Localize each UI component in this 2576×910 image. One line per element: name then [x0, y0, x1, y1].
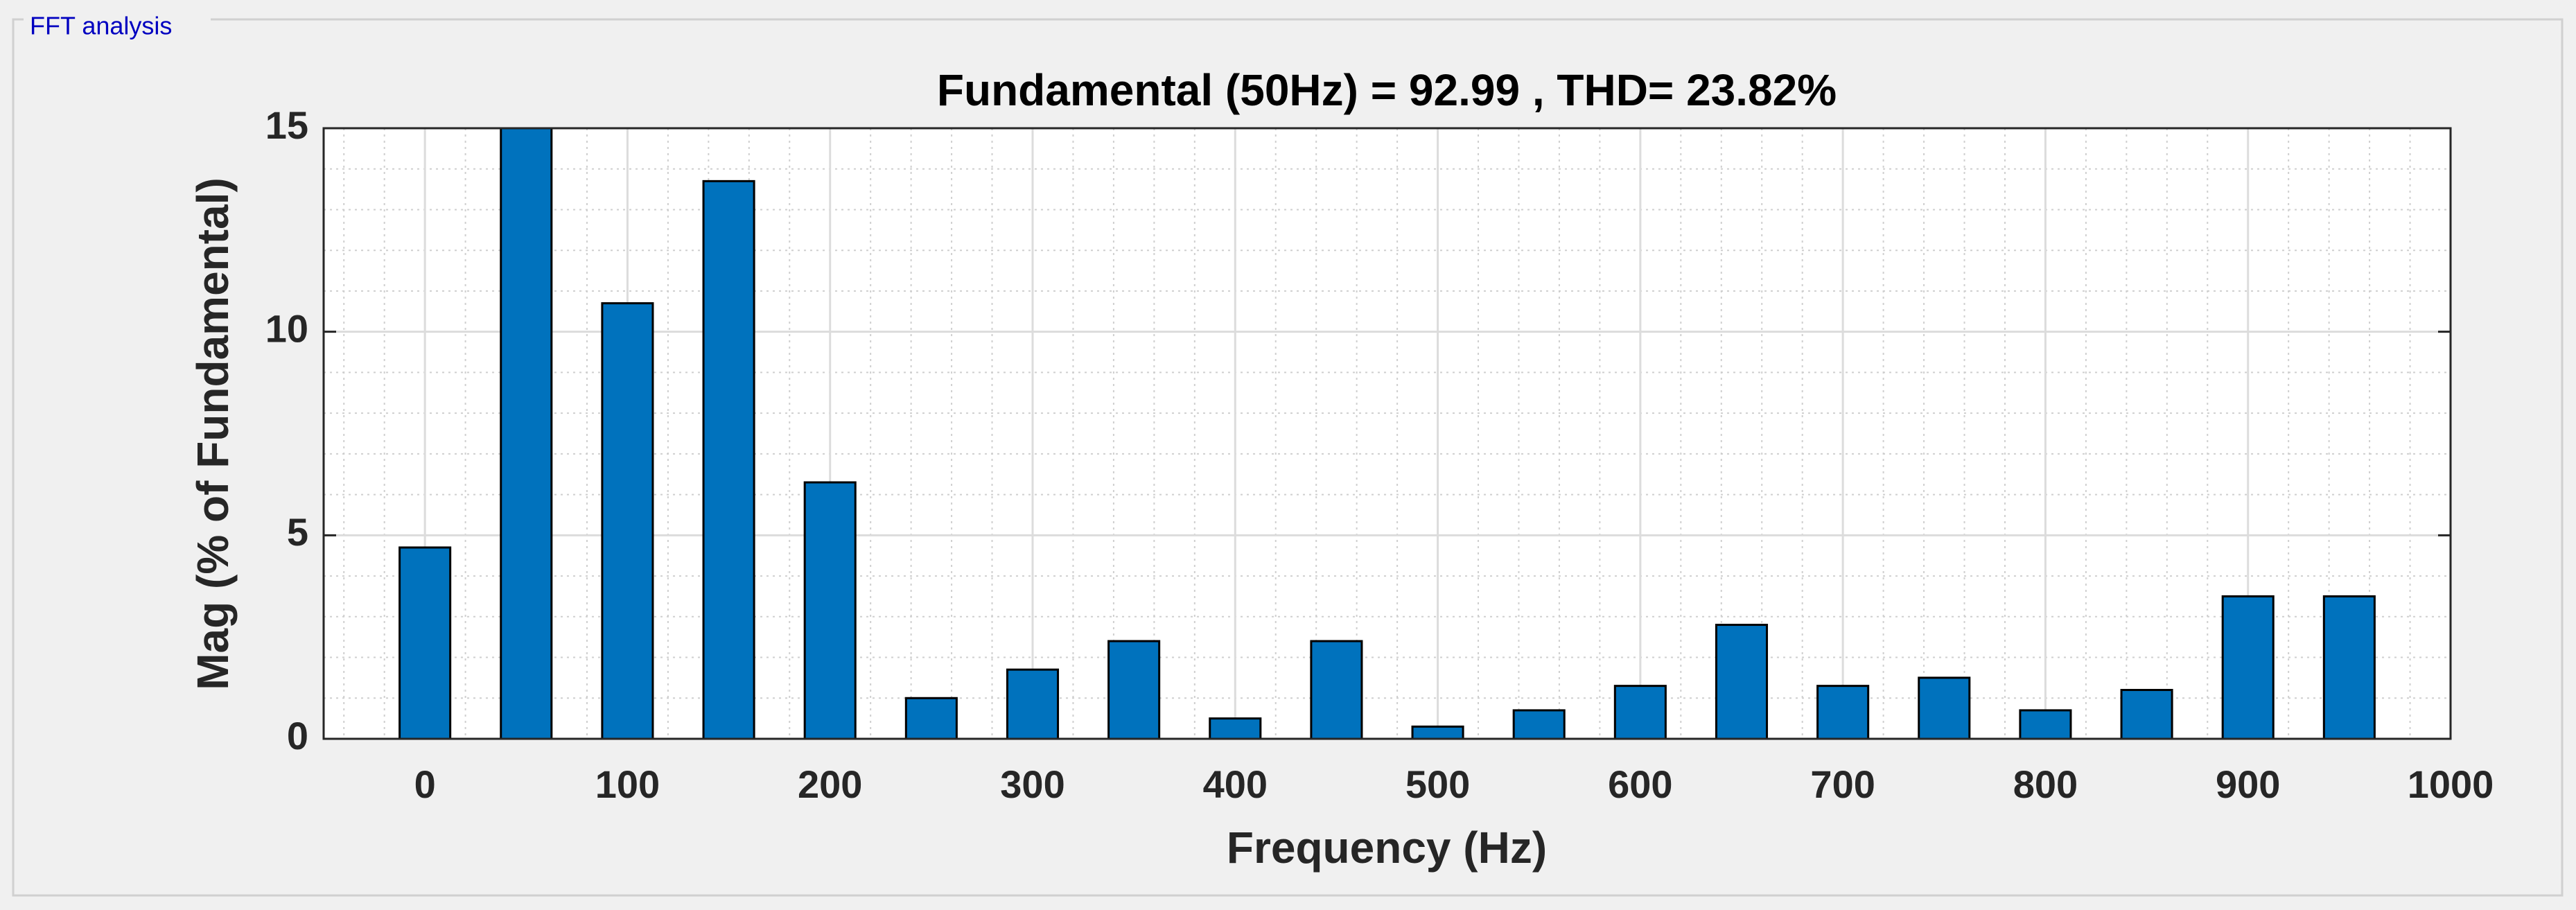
bar — [1310, 640, 1363, 739]
bar — [702, 180, 755, 739]
bar — [1918, 676, 1971, 739]
x-tick-label: 1000 — [2408, 762, 2494, 806]
y-tick-label: 0 — [287, 714, 308, 758]
x-tick-label: 600 — [1608, 762, 1672, 806]
bar — [601, 302, 654, 739]
group-box — [12, 18, 2564, 897]
x-tick-label: 200 — [798, 762, 862, 806]
bar — [1512, 709, 1566, 739]
x-tick-label: 100 — [595, 762, 660, 806]
chart-title: Fundamental (50Hz) = 92.99 , THD= 23.82% — [937, 65, 1837, 115]
bar — [500, 128, 553, 739]
y-tick-label: 15 — [265, 103, 308, 147]
bar — [1006, 668, 1060, 739]
group-box-label-bg — [24, 10, 211, 37]
x-tick-label: 300 — [1000, 762, 1064, 806]
x-tick-label: 0 — [414, 762, 436, 806]
bar — [1715, 624, 1769, 739]
x-tick-label: 500 — [1405, 762, 1470, 806]
bar — [2221, 595, 2275, 739]
x-tick-label: 700 — [1810, 762, 1875, 806]
bar — [1107, 640, 1161, 739]
plot: 0 100 200 300 400 500 600 700 800 900 1000 0 5 10 15 — [265, 103, 2494, 806]
bar — [1816, 685, 1870, 739]
y-tick-label: 10 — [265, 306, 308, 350]
bar — [904, 697, 958, 739]
plot-area — [324, 128, 2451, 739]
bar — [1209, 717, 1262, 739]
bar — [2322, 595, 2376, 739]
panel-title: FFT analysis — [30, 12, 172, 40]
bar — [2120, 689, 2173, 739]
y-axis-label: Mag (% of Fundamental) — [188, 177, 238, 690]
x-tick-label: 400 — [1203, 762, 1268, 806]
x-tick-label: 800 — [2013, 762, 2078, 806]
bar — [803, 481, 857, 739]
y-tick-label: 5 — [287, 510, 308, 554]
bar — [1411, 725, 1464, 739]
bar — [398, 546, 452, 739]
bar — [2019, 709, 2072, 739]
axes-box — [322, 127, 2452, 740]
bar — [1613, 685, 1667, 739]
x-tick-label: 900 — [2216, 762, 2280, 806]
x-axis-label: Frequency (Hz) — [1227, 823, 1547, 873]
